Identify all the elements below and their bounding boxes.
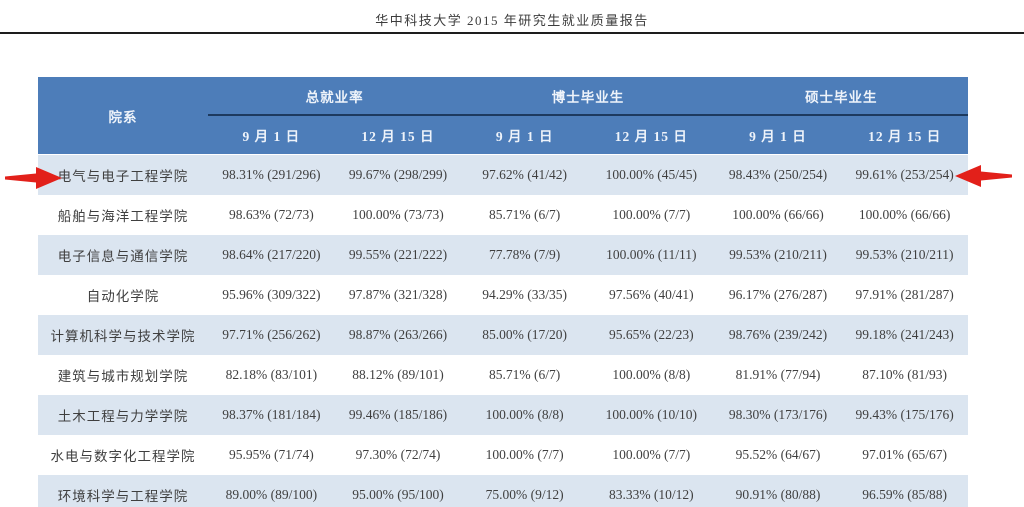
table-row: 建筑与城市规划学院 82.18% (83/101) 88.12% (89/101… (38, 355, 968, 395)
rate-value: 98.30% (173/176) (728, 407, 828, 422)
rate-value: 95.52% (64/67) (735, 447, 821, 462)
rate-value: 100.00% (45/45) (605, 167, 698, 182)
rate-value: 100.00% (66/66) (858, 207, 951, 222)
rate-value: 89.00% (89/100) (225, 487, 318, 502)
rate-value: 99.43% (175/176) (855, 407, 954, 422)
department-name: 电气与电子工程学院 (57, 169, 189, 184)
rate-value: 97.87% (321/328) (348, 287, 448, 302)
rate-value: 99.53% (210/211) (855, 247, 954, 262)
rate-value: 99.46% (185/186) (348, 407, 448, 422)
department-name: 船舶与海洋工程学院 (57, 209, 189, 224)
table-row: 船舶与海洋工程学院 98.63% (72/73) 100.00% (73/73)… (38, 195, 968, 235)
table-row: 土木工程与力学学院 98.37% (181/184) 99.46% (185/1… (38, 395, 968, 435)
rate-value: 98.87% (263/266) (348, 327, 448, 342)
rate-value: 97.91% (281/287) (855, 287, 954, 302)
page-title: 华中科技大学 2015 年研究生就业质量报告 (375, 13, 649, 28)
rate-value: 85.71% (6/7) (489, 207, 561, 222)
date-header: 12 月 15 日 (614, 128, 688, 144)
rate-value: 100.00% (8/8) (612, 367, 691, 382)
table-body: 电气与电子工程学院 98.31% (291/296) 99.67% (298/2… (38, 155, 968, 507)
table-row: 环境科学与工程学院 89.00% (89/100) 95.00% (95/100… (38, 475, 968, 507)
rate-value: 98.63% (72/73) (228, 207, 314, 222)
rate-value: 98.31% (291/296) (222, 167, 321, 182)
rate-value: 77.78% (7/9) (489, 247, 561, 262)
department-name: 土木工程与力学学院 (57, 409, 189, 424)
rate-value: 99.67% (298/299) (348, 167, 448, 182)
rate-value: 90.91% (80/88) (735, 487, 821, 502)
rate-value: 100.00% (10/10) (605, 407, 698, 422)
rate-value: 97.71% (256/262) (222, 327, 321, 342)
department-name: 环境科学与工程学院 (57, 489, 189, 504)
rate-value: 82.18% (83/101) (225, 367, 318, 382)
rate-value: 99.18% (241/243) (855, 327, 954, 342)
table-header: 院系 总就业率 博士毕业生 硕士毕业生 9 月 1 日 12 月 15 日 9 … (38, 77, 968, 154)
column-header-department: 院系 (108, 109, 138, 125)
table-row: 计算机科学与技术学院 97.71% (256/262) 98.87% (263/… (38, 315, 968, 355)
table-row: 自动化学院 95.96% (309/322) 97.87% (321/328) … (38, 275, 968, 315)
rate-value: 100.00% (8/8) (485, 407, 564, 422)
rate-value: 98.37% (181/184) (222, 407, 321, 422)
department-name: 建筑与城市规划学院 (57, 369, 189, 384)
group-header-underline (208, 114, 968, 116)
rate-value: 100.00% (66/66) (732, 207, 824, 222)
employment-rate-table: 院系 总就业率 博士毕业生 硕士毕业生 9 月 1 日 12 月 15 日 9 … (38, 77, 968, 507)
rate-value: 95.96% (309/322) (222, 287, 321, 302)
date-header: 9 月 1 日 (749, 128, 807, 144)
red-arrow-left-icon (954, 163, 1012, 189)
rate-value: 94.29% (33/35) (482, 287, 568, 302)
rate-value: 100.00% (7/7) (485, 447, 564, 462)
rate-value: 88.12% (89/101) (352, 367, 444, 382)
rate-value: 99.55% (221/222) (348, 247, 448, 262)
group-header-master-graduates: 硕士毕业生 (805, 90, 878, 105)
table-row: 电气与电子工程学院 98.31% (291/296) 99.67% (298/2… (38, 155, 968, 195)
department-name: 水电与数字化工程学院 (50, 449, 196, 464)
rate-value: 98.64% (217/220) (222, 247, 321, 262)
date-header: 9 月 1 日 (242, 128, 301, 144)
rate-value: 100.00% (11/11) (606, 247, 697, 262)
header-rule (0, 32, 1024, 34)
rate-value: 85.71% (6/7) (489, 367, 561, 382)
rate-value: 95.65% (22/23) (608, 327, 694, 342)
table-row: 电子信息与通信学院 98.64% (217/220) 99.55% (221/2… (38, 235, 968, 275)
date-header: 9 月 1 日 (495, 128, 554, 144)
group-header-total-employment: 总就业率 (305, 90, 364, 105)
rate-value: 96.17% (276/287) (728, 287, 828, 302)
rate-value: 99.61% (253/254) (855, 167, 954, 182)
rate-value: 75.00% (9/12) (485, 487, 564, 502)
rate-value: 100.00% (7/7) (612, 207, 691, 222)
rate-value: 95.95% (71/74) (228, 447, 314, 462)
date-header: 12 月 15 日 (361, 128, 435, 144)
department-name: 自动化学院 (86, 289, 160, 304)
rate-value: 98.76% (239/242) (728, 327, 828, 342)
group-header-phd-graduates: 博士毕业生 (551, 90, 625, 105)
rate-value: 95.00% (95/100) (352, 487, 444, 502)
rate-value: 97.01% (65/67) (862, 447, 948, 462)
date-header: 12 月 15 日 (868, 128, 942, 144)
department-name: 计算机科学与技术学院 (50, 329, 196, 344)
rate-value: 99.53% (210/211) (729, 247, 827, 262)
rate-value: 97.62% (41/42) (482, 167, 568, 182)
rate-value: 81.91% (77/94) (735, 367, 821, 382)
rate-value: 100.00% (7/7) (612, 447, 691, 462)
rate-value: 97.30% (72/74) (355, 447, 441, 462)
rate-value: 87.10% (81/93) (862, 367, 948, 382)
red-arrow-right-icon (5, 165, 63, 191)
rate-value: 97.56% (40/41) (608, 287, 694, 302)
table-row: 水电与数字化工程学院 95.95% (71/74) 97.30% (72/74)… (38, 435, 968, 475)
rate-value: 83.33% (10/12) (608, 487, 694, 502)
department-name: 电子信息与通信学院 (57, 249, 189, 264)
rate-value: 98.43% (250/254) (728, 167, 828, 182)
rate-value: 85.00% (17/20) (482, 327, 568, 342)
rate-value: 100.00% (73/73) (352, 207, 444, 222)
rate-value: 96.59% (85/88) (862, 487, 948, 502)
